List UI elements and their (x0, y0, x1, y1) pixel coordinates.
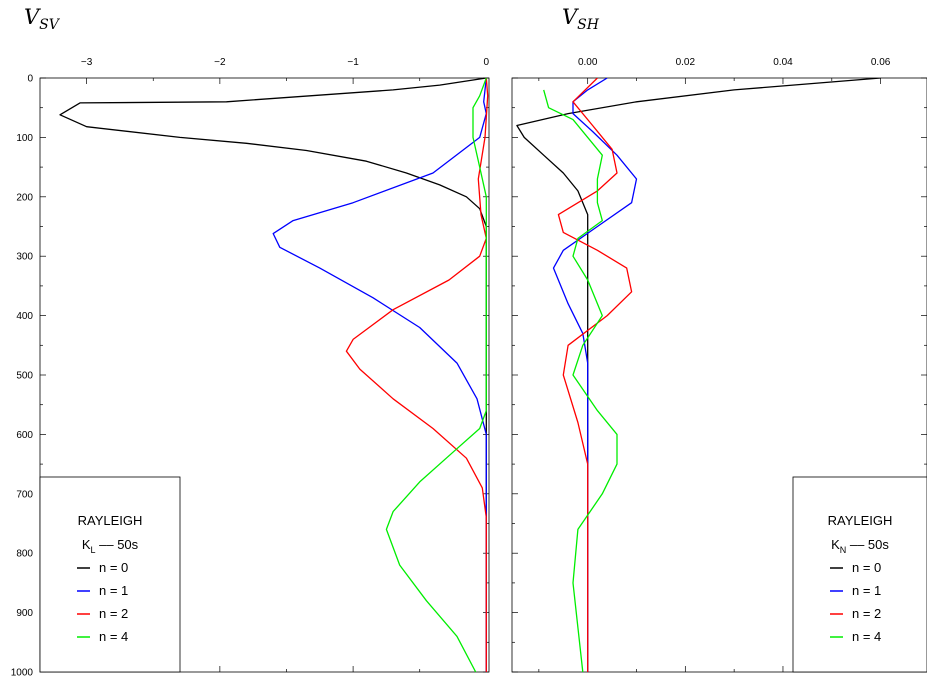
vsv-legend-entry: n = 1 (99, 583, 128, 598)
vsv-panel: 0 100 200 300 400 500 600 700 800 900 1000 −3 −2 −1 0 R… (11, 57, 490, 679)
vsh-legend-entry: n = 0 (852, 560, 881, 575)
vsv-xtick-label: −1 (347, 57, 359, 68)
vsh-series-n2-line (557, 78, 633, 672)
vsv-series-n0-line (59, 78, 487, 672)
vsv-ytick-label: 200 (16, 192, 33, 203)
vsh-kernel-subscript: N (840, 545, 847, 555)
vsv-ytick-label: 400 (16, 311, 33, 322)
vsv-xtick-label: 0 (484, 57, 490, 68)
vsv-kernel-letter: K (82, 537, 91, 552)
vsv-legend-entry: n = 2 (99, 606, 128, 621)
vsh-legend-box (792, 476, 927, 673)
vsv-kernel-period: –– 50s (96, 537, 139, 552)
vsv-ytick-label: 500 (16, 371, 33, 382)
vsv-series-n2-line (345, 78, 489, 672)
left-title-main: V (24, 5, 41, 29)
vsv-ytick-label: 300 (16, 252, 33, 263)
vsv-xtick-label: −3 (81, 57, 93, 68)
right-panel-title: VSH (562, 5, 600, 33)
vsv-ytick-label: 100 (16, 133, 33, 144)
vsv-ytick-label: 700 (16, 489, 33, 500)
vsh-xtick-label: 0.00 (578, 57, 598, 68)
vsh-series-n0-line (516, 78, 881, 672)
vsh-legend-title: RAYLEIGH (828, 513, 893, 528)
vsv-legend-entry: n = 0 (99, 560, 128, 575)
vsh-panel: 0.00 0.02 0.04 0.06 RAYLEIGH KN –– 50s n = 0 n … (511, 57, 927, 673)
vsh-series-n4-line (543, 89, 618, 672)
vsv-ytick-label: 900 (16, 608, 33, 619)
vsv-kernel-subscript: L (91, 545, 96, 555)
vsv-legend-box (39, 476, 181, 673)
vsv-legend-kernel: KL –– 50s (82, 537, 139, 555)
vsh-legend-kernel: KN –– 50s (831, 537, 889, 555)
vsv-series-n4-line (385, 78, 487, 672)
vsh-legend-entry: n = 1 (852, 583, 881, 598)
vsh-xtick-label: 0.02 (676, 57, 696, 68)
right-title-subscript: SH (577, 17, 600, 33)
vsv-ytick-label: 600 (16, 430, 33, 441)
vsv-ytick-label: 1000 (11, 668, 34, 679)
vsh-legend-entry: n = 4 (852, 629, 881, 644)
vsv-series-n1-line (272, 78, 487, 672)
right-title-main: V (562, 5, 579, 29)
left-panel-title: VSV (24, 5, 61, 33)
vsh-kernel-period: –– 50s (846, 537, 889, 552)
vsv-legend-entry: n = 4 (99, 629, 128, 644)
vsv-ytick-label: 0 (27, 74, 33, 85)
vsv-legend-title: RAYLEIGH (78, 513, 143, 528)
vsh-legend-entry: n = 2 (852, 606, 881, 621)
vsh-series-n1-line (552, 78, 638, 672)
vsv-ytick-label: 800 (16, 549, 33, 560)
vsh-kernel-letter: K (831, 537, 840, 552)
vsv-xtick-label: −2 (214, 57, 226, 68)
vsh-xtick-label: 0.06 (871, 57, 891, 68)
vsh-xtick-label: 0.04 (773, 57, 793, 68)
left-title-subscript: SV (39, 17, 61, 33)
